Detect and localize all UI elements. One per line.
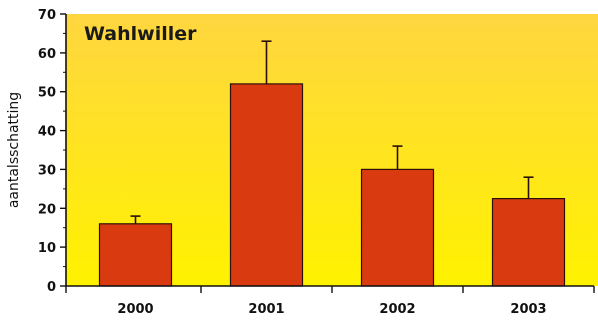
x-tick-label-2002: 2002 (379, 302, 415, 317)
error-bars-group (130, 40, 534, 224)
bars-group (98, 83, 566, 287)
bar-2003 (491, 198, 566, 287)
bar-2002 (360, 168, 435, 287)
y-tick-label-10: 10 (38, 241, 56, 256)
y-tick-label-20: 20 (38, 202, 56, 217)
y-tick-label-70: 70 (38, 8, 56, 23)
x-tick-label-2001: 2001 (248, 302, 284, 317)
bar-2000 (98, 223, 173, 287)
x-axis: 2000 2001 2002 2003 (65, 285, 595, 317)
y-tick-label-50: 50 (38, 86, 56, 101)
chart-title: Wahlwiller (84, 23, 197, 45)
x-tick-label-2003: 2003 (510, 302, 546, 317)
y-tick-label-40: 40 (38, 125, 56, 140)
y-tick-label-0: 0 (47, 280, 56, 295)
y-axis-title: aantalsschatting (6, 92, 22, 208)
x-tick-label-2000: 2000 (117, 302, 153, 317)
bar-2001 (229, 83, 304, 287)
y-axis: 0 10 20 30 40 50 60 70 (38, 8, 67, 295)
y-tick-label-30: 30 (38, 163, 56, 178)
y-tick-label-60: 60 (38, 47, 56, 62)
